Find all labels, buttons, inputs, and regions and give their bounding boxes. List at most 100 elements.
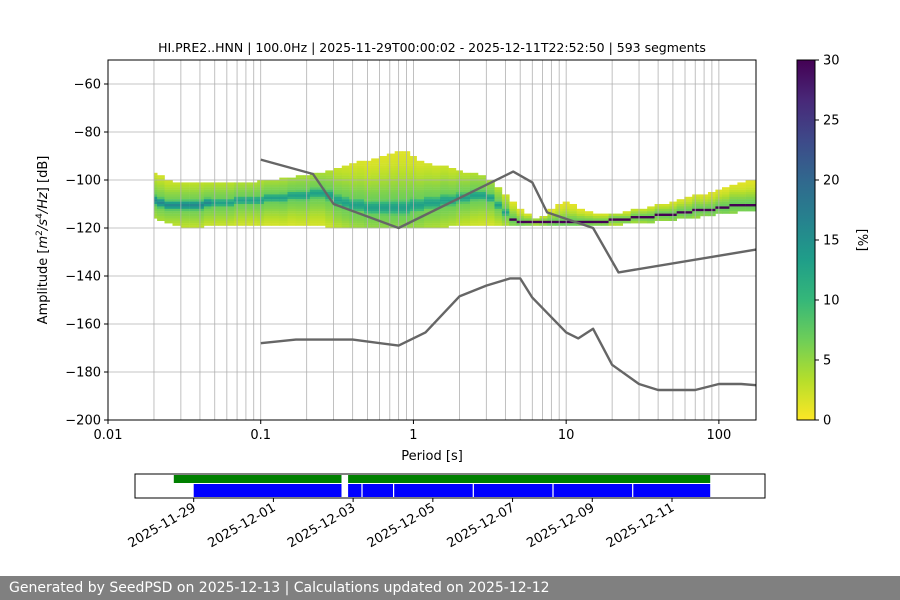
heatmap-cell [309,201,318,205]
heatmap-cell [203,208,212,212]
heatmap-cell [424,184,433,188]
heatmap-cell [317,187,326,190]
heatmap-cell [737,204,746,207]
heatmap-cell [745,182,754,185]
heatmap-cell [440,170,449,173]
heatmap-cell [203,187,212,190]
heatmap-cell [271,187,280,190]
heatmap-cell [263,201,272,205]
heatmap-cell [737,182,746,185]
heatmap-cell [509,223,517,226]
heatmap-cell [317,180,326,183]
heatmap-cell [333,201,342,205]
heatmap-cell [157,201,165,205]
heatmap-cell [386,170,395,173]
heatmap-cell [615,223,623,226]
heatmap-cell [317,204,326,207]
heatmap-cell [271,199,280,202]
heatmap-cell [745,204,754,207]
heatmap-cell [662,204,670,207]
heatmap-cell [263,223,272,226]
heatmap-cell [378,208,388,212]
heatmap-cell [378,172,388,176]
heatmap-cell [279,213,288,217]
heatmap-cell [317,218,326,221]
heatmap-cell [378,223,388,226]
colorbar-tick-label: 25 [823,114,840,129]
heatmap-cell [386,172,395,176]
heatmap-cell [440,168,449,171]
heatmap-cell [263,192,272,195]
heatmap-cell [432,182,441,185]
heatmap-cell [647,216,655,219]
heatmap-cell [164,218,173,221]
heatmap-cell [295,180,304,183]
heatmap-cell [478,204,487,207]
heatmap-cell [478,199,487,202]
heatmap-cell [180,184,190,188]
heatmap-cell [722,194,730,197]
heatmap-cell [325,187,334,190]
heatmap-cell [478,175,487,178]
heatmap-cell [424,213,433,217]
heatmap-cell [470,201,479,205]
heatmap-cell [333,208,342,212]
heatmap-cell [317,189,326,193]
heatmap-cell [226,189,235,193]
heatmap-cell [448,213,457,217]
heatmap-cell [154,194,158,197]
heatmap-cell [462,218,471,221]
heatmap-cell [440,192,449,195]
colorbar-tick-label: 15 [823,234,840,249]
heatmap-cell [325,206,334,209]
heatmap-cell [601,223,609,226]
heatmap-cell [226,220,235,224]
heatmap-cell [486,218,495,221]
heatmap-cell [325,201,334,205]
heatmap-cell [592,216,602,219]
heatmap-cell [432,177,441,181]
heatmap-cell [684,196,693,200]
heatmap-cell [180,225,190,229]
heatmap-cell [157,175,165,178]
heatmap-cell [470,182,479,185]
heatmap-cell [448,189,457,193]
heatmap-cell [440,165,449,169]
heatmap-cell [309,223,318,226]
heatmap-cell [226,196,235,200]
colorbar-tick-label: 30 [823,54,840,69]
heatmap-cell [356,160,365,164]
heatmap-cell [494,223,503,226]
heatmap-cell [432,165,441,169]
heatmap-cell [448,204,457,207]
heatmap-cell [287,196,297,200]
timeline-tick-label: 2025-12-01 [205,500,278,551]
heatmap-cell [271,189,280,193]
heatmap-cell [416,218,425,221]
heatmap-cell [333,206,342,209]
heatmap-cell [325,184,334,188]
heatmap-cell [309,184,318,188]
heatmap-cell [309,182,318,185]
heatmap-cell [416,168,425,171]
heatmap-cell [356,189,365,193]
heatmap-cell [325,211,334,214]
heatmap-cell [341,204,350,207]
heatmap-cell [371,220,380,224]
heatmap-cell [729,194,738,197]
heatmap-cell [333,168,342,171]
heatmap-cell [234,182,243,185]
heatmap-cell [722,189,730,193]
heatmap-cell [622,216,631,219]
heatmap-cell [203,206,212,209]
heatmap-cell [172,189,181,193]
heatmap-cell [478,216,487,219]
heatmap-cell [371,177,380,181]
heatmap-cell [494,187,503,190]
heatmap-cell [309,218,318,221]
heatmap-cell [164,194,173,197]
heatmap-cell [494,199,503,202]
heatmap-cell [462,216,471,219]
heatmap-cell [722,187,730,190]
heatmap-cell [462,204,471,207]
